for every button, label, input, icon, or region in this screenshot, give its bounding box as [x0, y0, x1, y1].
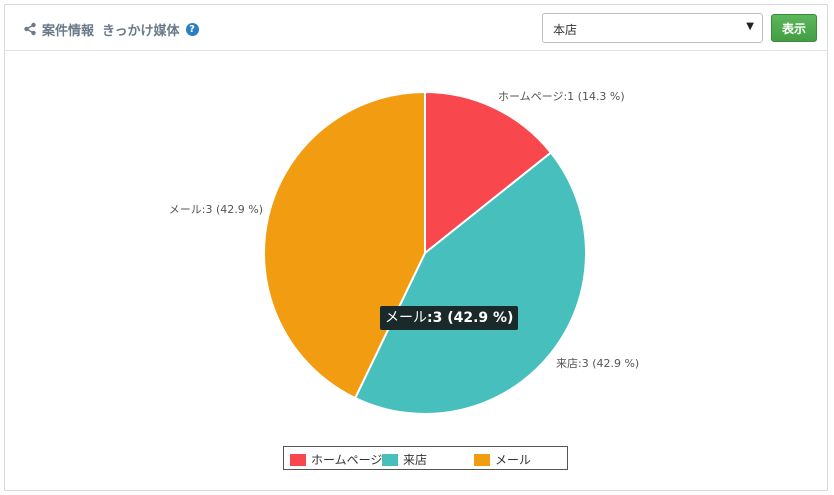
- pie-slice-1[interactable]: [424, 90, 553, 256]
- tooltip-value: :3 (42.9 %): [427, 310, 514, 326]
- chart-legend: ホームページ 来店 メール: [283, 446, 568, 470]
- title-subject: きっかけ媒体: [102, 23, 180, 39]
- legend-swatch: [382, 453, 398, 466]
- help-icon[interactable]: ?: [185, 22, 199, 36]
- legend-swatch: [474, 453, 490, 466]
- legend-item-1[interactable]: ホームページ: [290, 451, 382, 468]
- panel-title: 案件情報 きっかけ媒体 ?: [23, 19, 199, 39]
- chart-tooltip: メール:3 (42.9 %): [380, 306, 519, 330]
- slice-label-3: メール:3 (42.9 %): [169, 203, 263, 216]
- store-select[interactable]: 本店 ▼: [542, 13, 763, 43]
- legend-item-2[interactable]: 来店: [382, 451, 427, 468]
- slice-label-2: 来店:3 (42.9 %): [556, 356, 639, 370]
- legend-item-3[interactable]: メール: [474, 451, 531, 468]
- title-section: 案件情報: [42, 23, 95, 39]
- chevron-down-icon: ▼: [746, 21, 754, 32]
- pie-slice-2[interactable]: [353, 151, 587, 415]
- tooltip-series: メール: [385, 310, 427, 326]
- slice-label-1: ホームページ:1 (14.3 %): [498, 90, 625, 103]
- legend-label: メール: [495, 453, 532, 467]
- panel-header: 案件情報 きっかけ媒体 ? 本店 ▼ 表示: [5, 5, 827, 51]
- legend-label: 来店: [403, 453, 428, 467]
- legend-label: ホームページ: [311, 453, 383, 467]
- store-select-value: 本店: [553, 23, 578, 37]
- show-button[interactable]: 表示: [771, 14, 817, 42]
- share-icon: [24, 22, 36, 36]
- legend-swatch: [290, 453, 306, 466]
